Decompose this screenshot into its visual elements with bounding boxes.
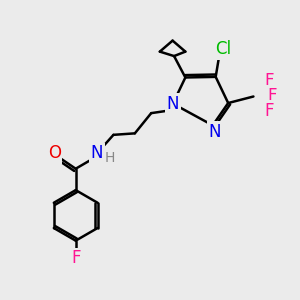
Text: F: F [264, 102, 274, 120]
Text: F: F [267, 87, 277, 105]
Text: Cl: Cl [215, 40, 231, 58]
Text: H: H [104, 151, 115, 165]
Text: N: N [167, 94, 179, 112]
Text: O: O [48, 144, 61, 162]
Text: F: F [264, 72, 274, 90]
Text: F: F [71, 250, 80, 268]
Text: N: N [91, 144, 103, 162]
Text: N: N [209, 123, 221, 141]
